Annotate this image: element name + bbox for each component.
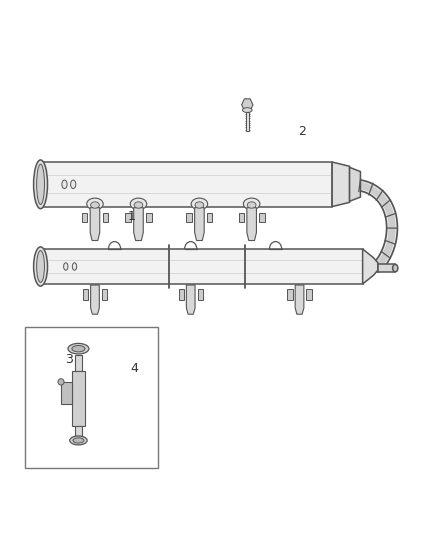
Bar xyxy=(61,382,72,403)
Polygon shape xyxy=(307,289,312,300)
Bar xyxy=(72,371,85,425)
Ellipse shape xyxy=(392,264,398,272)
Polygon shape xyxy=(295,285,304,314)
Polygon shape xyxy=(287,289,293,300)
Polygon shape xyxy=(134,208,143,240)
Text: 4: 4 xyxy=(130,362,138,375)
Ellipse shape xyxy=(130,198,147,210)
Text: 2: 2 xyxy=(298,125,306,138)
Polygon shape xyxy=(91,285,99,314)
Ellipse shape xyxy=(72,345,85,352)
Text: 3: 3 xyxy=(65,353,73,366)
Polygon shape xyxy=(207,213,212,222)
Polygon shape xyxy=(198,289,203,300)
Ellipse shape xyxy=(244,198,260,210)
Polygon shape xyxy=(102,289,107,300)
Bar xyxy=(41,162,332,207)
Polygon shape xyxy=(83,289,88,300)
Ellipse shape xyxy=(37,164,45,205)
Ellipse shape xyxy=(91,202,99,208)
Ellipse shape xyxy=(73,438,84,443)
Ellipse shape xyxy=(37,251,45,282)
Ellipse shape xyxy=(247,202,256,208)
Polygon shape xyxy=(82,213,87,222)
Ellipse shape xyxy=(191,198,208,210)
Polygon shape xyxy=(179,289,184,300)
Polygon shape xyxy=(103,213,108,222)
Ellipse shape xyxy=(87,198,103,210)
Polygon shape xyxy=(90,208,100,240)
Bar xyxy=(74,425,82,439)
Text: 1: 1 xyxy=(128,209,136,223)
Ellipse shape xyxy=(71,180,76,189)
Bar xyxy=(246,112,249,131)
Ellipse shape xyxy=(72,263,77,270)
Ellipse shape xyxy=(243,108,252,112)
Ellipse shape xyxy=(34,160,47,209)
Ellipse shape xyxy=(62,180,67,189)
Polygon shape xyxy=(247,208,256,240)
Ellipse shape xyxy=(58,378,64,385)
Polygon shape xyxy=(350,167,360,201)
Ellipse shape xyxy=(195,202,204,208)
Bar xyxy=(25,327,158,468)
Ellipse shape xyxy=(64,263,68,270)
Polygon shape xyxy=(259,213,265,222)
Polygon shape xyxy=(125,213,131,222)
Polygon shape xyxy=(146,213,152,222)
Polygon shape xyxy=(239,213,244,222)
Ellipse shape xyxy=(134,202,143,208)
Polygon shape xyxy=(332,162,350,207)
Bar xyxy=(378,264,395,272)
Bar xyxy=(75,355,82,371)
Ellipse shape xyxy=(34,247,47,286)
Polygon shape xyxy=(194,208,204,240)
Bar xyxy=(41,249,363,284)
Polygon shape xyxy=(186,285,195,314)
Polygon shape xyxy=(186,213,191,222)
Ellipse shape xyxy=(70,436,87,445)
Polygon shape xyxy=(363,249,378,284)
Ellipse shape xyxy=(68,343,89,354)
